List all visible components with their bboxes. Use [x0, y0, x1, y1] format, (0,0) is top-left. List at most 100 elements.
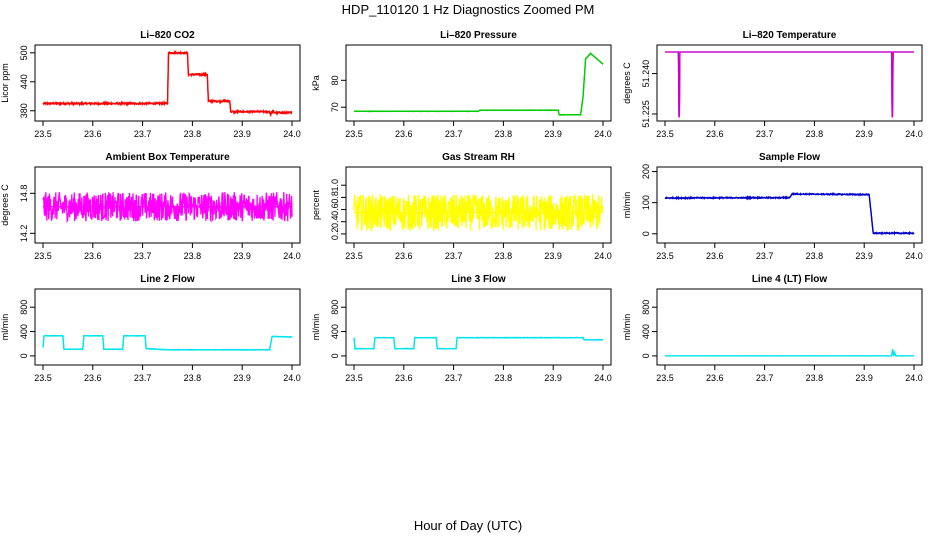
x-tick-label: 23.5	[345, 373, 363, 383]
x-tick-label: 23.5	[656, 373, 674, 383]
y-tick-label: 100	[641, 195, 651, 210]
panel-frame	[656, 166, 923, 244]
panel-title: Li–820 Temperature	[743, 30, 837, 41]
x-tick-label: 23.8	[806, 251, 824, 261]
panel-title: Ambient Box Temperature	[105, 152, 230, 163]
x-tick-label: 23.8	[806, 129, 824, 139]
y-tick-label: 440	[19, 74, 29, 89]
x-tick-label: 23.7	[134, 373, 152, 383]
series-step	[42, 335, 293, 351]
y-axis-label: kPa	[311, 75, 321, 91]
panel-title: Li–820 Pressure	[440, 30, 517, 41]
y-tick-label: 0.8	[330, 191, 340, 204]
y-tick-label: 400	[19, 324, 29, 339]
series-line	[664, 191, 915, 236]
y-tick-label: 200	[641, 164, 651, 179]
x-tick-label: 23.9	[855, 251, 873, 261]
x-tick-label: 23.6	[706, 373, 724, 383]
panel-frame	[656, 44, 923, 122]
y-tick-label: 14.2	[19, 225, 29, 243]
panel-2: Li–820 Pressure 23.5 23.6 23.7 23.8 23.9 24.0 7…	[311, 30, 612, 139]
series-line	[665, 51, 914, 117]
x-tick-label: 24.0	[905, 251, 923, 261]
x-tick-label: 23.5	[34, 373, 52, 383]
x-tick-label: 23.6	[84, 129, 102, 139]
y-axis-label: Licor ppm	[0, 63, 10, 103]
x-tick-label: 24.0	[283, 251, 301, 261]
y-tick-label: 70	[330, 102, 340, 112]
y-tick-label: 14.8	[19, 185, 29, 203]
series-line	[665, 349, 914, 358]
series-step	[665, 349, 914, 357]
x-tick-label: 23.6	[84, 251, 102, 261]
panel-title: Line 4 (LT) Flow	[752, 274, 828, 285]
y-tick-label: 80	[330, 75, 340, 85]
series-line	[353, 193, 604, 231]
y-tick-label: 0	[641, 231, 651, 236]
series-step	[354, 52, 604, 116]
x-tick-label: 24.0	[283, 129, 301, 139]
x-tick-label: 23.6	[84, 373, 102, 383]
panel-7: Line 2 Flow 23.5 23.6 23.7 23.8 23.9 24.0 0 400 8…	[0, 274, 301, 383]
panel-frame	[34, 166, 301, 244]
panel-title: Line 3 Flow	[451, 274, 506, 285]
y-axis-label: ml/min	[311, 314, 321, 341]
panel-frame	[656, 288, 923, 366]
x-tick-label: 23.5	[656, 251, 674, 261]
x-tick-label: 23.9	[544, 251, 562, 261]
x-tick-label: 23.9	[544, 129, 562, 139]
x-tick-label: 23.7	[756, 251, 774, 261]
y-tick-label: 500	[19, 45, 29, 60]
y-axis-label: ml/min	[622, 192, 632, 219]
x-tick-label: 23.6	[706, 251, 724, 261]
y-tick-label: 800	[641, 300, 651, 315]
y-tick-label: 0.4	[330, 215, 340, 228]
panel-frame	[345, 288, 612, 366]
x-tick-label: 23.5	[34, 251, 52, 261]
panel-title: Line 2 Flow	[140, 274, 195, 285]
panel-9: Line 4 (LT) Flow 23.5 23.6 23.7 23.8 23.9 24.0…	[622, 274, 923, 383]
y-tick-label: 0	[641, 353, 651, 358]
series-step	[43, 52, 292, 117]
x-tick-label: 23.7	[445, 251, 463, 261]
y-tick-label: 400	[641, 324, 651, 339]
x-tick-label: 23.9	[855, 129, 873, 139]
x-tick-label: 23.8	[495, 373, 513, 383]
x-tick-label: 23.8	[495, 251, 513, 261]
x-tick-label: 24.0	[283, 373, 301, 383]
y-axis-label: degrees C	[0, 184, 10, 226]
y-tick-label: 0	[330, 353, 340, 358]
y-tick-label: 51.240	[641, 60, 651, 88]
x-tick-label: 23.5	[656, 129, 674, 139]
x-tick-label: 23.9	[544, 373, 562, 383]
x-tick-label: 23.6	[395, 251, 413, 261]
series-step	[664, 193, 914, 234]
panel-frame	[345, 166, 612, 244]
x-tick-label: 23.8	[184, 129, 202, 139]
x-tick-label: 23.9	[233, 251, 251, 261]
panel-6: Sample Flow 23.5 23.6 23.7 23.8 23.9 24.0 0 100 2…	[622, 152, 923, 261]
x-tick-label: 23.9	[233, 373, 251, 383]
y-axis-label: ml/min	[622, 314, 632, 341]
x-axis-label: Hour of Day (UTC)	[413, 518, 523, 533]
y-tick-label: 380	[19, 103, 29, 118]
y-tick-label: 0.2	[330, 228, 340, 241]
y-tick-label: 51.225	[641, 100, 651, 128]
series-step	[665, 51, 914, 118]
x-tick-label: 23.7	[134, 129, 152, 139]
x-tick-label: 23.5	[345, 251, 363, 261]
y-axis-label: percent	[311, 189, 321, 220]
series-step	[353, 337, 603, 350]
x-tick-label: 24.0	[594, 373, 612, 383]
panel-4: Ambient Box Temperature 23.5 23.6 23.7 23.8 2…	[0, 152, 301, 261]
x-tick-label: 23.8	[184, 251, 202, 261]
x-tick-label: 23.5	[345, 129, 363, 139]
x-tick-label: 23.6	[395, 129, 413, 139]
y-tick-label: 0	[19, 353, 29, 358]
panel-title: Sample Flow	[759, 152, 820, 163]
panel-1: Li–820 CO2 23.5 23.6 23.7 23.8 23.9 24.0 380 440…	[0, 30, 301, 139]
x-tick-label: 23.7	[756, 373, 774, 383]
panel-5: Gas Stream RH 23.5 23.6 23.7 23.8 23.9 24.0 0.2…	[311, 152, 612, 261]
y-tick-label: 400	[330, 324, 340, 339]
